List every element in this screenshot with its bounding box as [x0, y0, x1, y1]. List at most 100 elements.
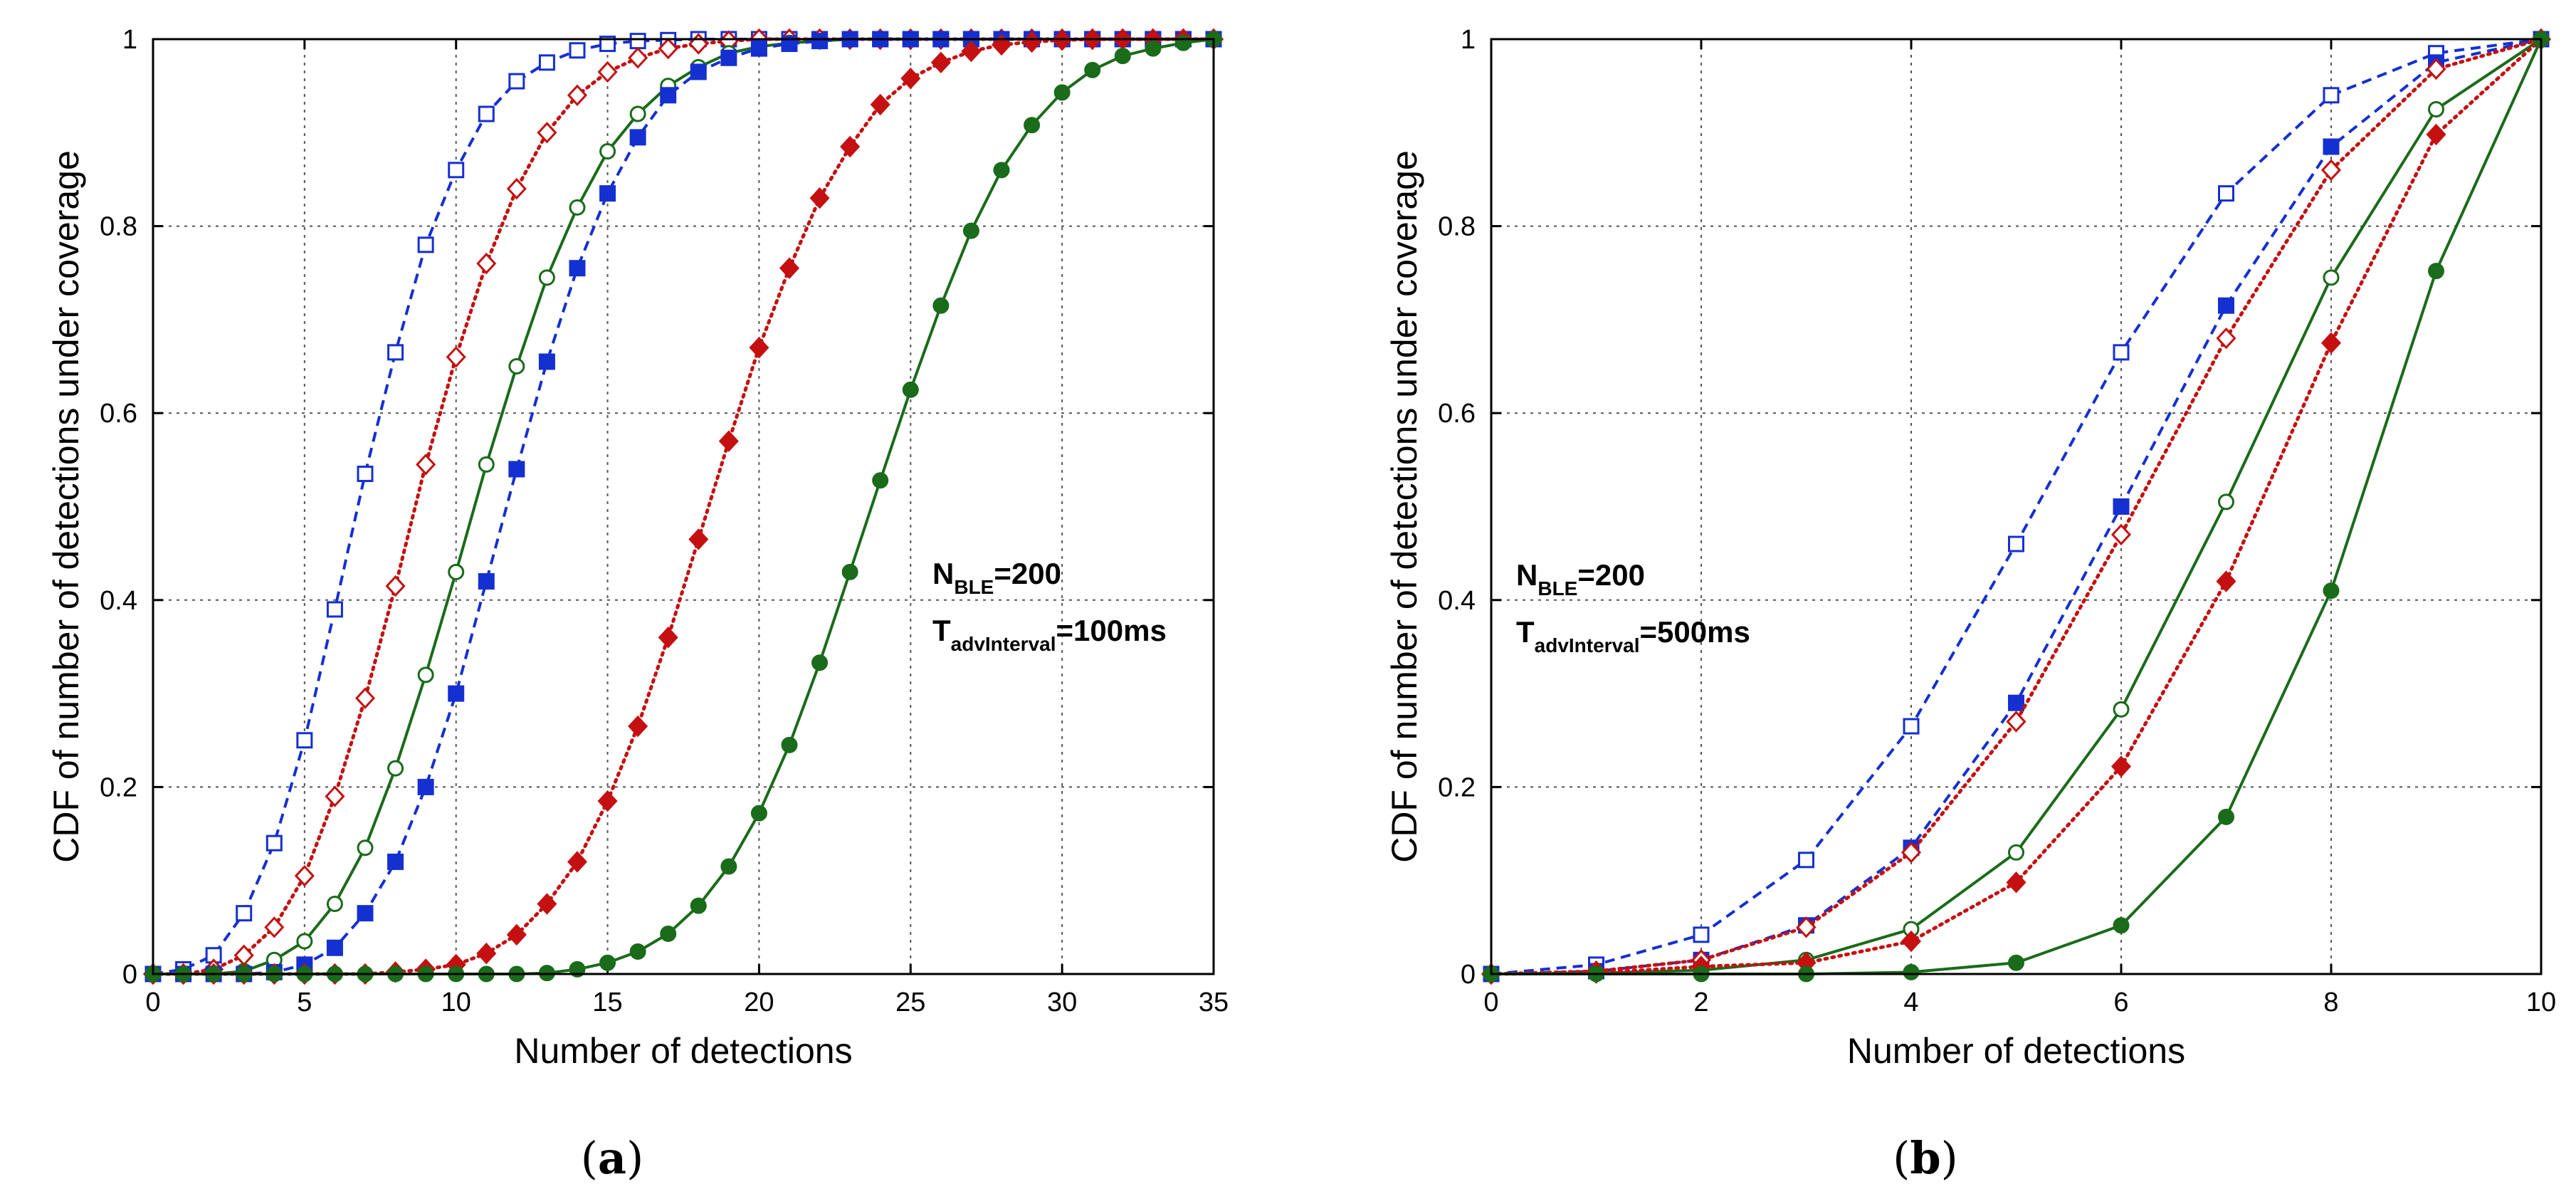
data-point — [930, 51, 951, 74]
series-red-filled-diamond — [1481, 28, 2552, 985]
data-point — [448, 162, 465, 179]
data-point — [236, 905, 253, 922]
data-point — [325, 785, 345, 807]
data-point — [538, 353, 555, 370]
data-point — [508, 358, 525, 375]
data-point — [809, 187, 830, 209]
series-green-open-circle — [144, 31, 1222, 983]
x-tick-label: 15 — [592, 988, 622, 1017]
data-point — [569, 42, 586, 59]
data-point — [538, 269, 555, 286]
data-point — [961, 40, 982, 63]
grid — [153, 39, 1214, 974]
series-green-filled-circle — [144, 31, 1222, 983]
series-line — [1491, 38, 2543, 975]
data-point — [2110, 755, 2132, 777]
series-line — [1489, 37, 2543, 976]
data-point — [326, 939, 343, 956]
data-point — [932, 297, 950, 314]
data-point — [660, 87, 677, 104]
data-point — [357, 905, 374, 922]
data-point — [567, 84, 588, 106]
data-point — [629, 33, 646, 50]
data-point — [720, 858, 737, 875]
caption-a: (a) — [581, 1132, 644, 1184]
series-red-open-diamond — [142, 28, 1224, 985]
data-point — [2113, 917, 2130, 934]
data-point — [2428, 263, 2444, 280]
data-point — [448, 563, 465, 580]
y-tick-label: 0.2 — [1438, 773, 1476, 802]
data-point — [870, 93, 890, 116]
data-point — [1024, 117, 1041, 134]
data-point — [2008, 694, 2024, 711]
data-point — [2323, 138, 2340, 155]
x-tick-label: 25 — [895, 988, 925, 1017]
panel-b: 0 2 4 6 8 10 0 0.2 0.4 0.6 0.8 1 Number of detection… — [1384, 25, 2556, 1071]
data-point — [357, 839, 374, 857]
data-point — [296, 933, 313, 950]
ticks: 0 2 4 6 8 10 0 0.2 0.4 0.6 0.8 1 — [1438, 25, 2556, 1017]
data-point — [2323, 87, 2340, 104]
data-point — [417, 778, 434, 795]
data-point — [569, 199, 586, 216]
data-point — [597, 61, 618, 83]
data-point — [900, 67, 921, 90]
series-group — [1481, 28, 2552, 985]
data-point — [478, 456, 495, 473]
data-point — [2008, 535, 2024, 553]
data-point — [2008, 954, 2024, 971]
series-line — [153, 38, 1214, 975]
grid — [1491, 39, 2541, 974]
y-tick-label: 0.4 — [100, 586, 137, 616]
x-tick-label: 10 — [441, 988, 471, 1017]
plot-frame — [152, 38, 1215, 975]
series-line — [151, 37, 1216, 976]
data-point — [1901, 930, 1922, 953]
data-point — [872, 472, 889, 489]
data-point — [478, 105, 495, 122]
data-point — [2426, 58, 2446, 80]
caption-b: (b) — [1893, 1132, 1958, 1184]
data-point — [750, 40, 767, 57]
data-point — [840, 135, 861, 158]
ticks: 0 5 10 15 20 25 30 35 0 0.2 0.4 0.6 0.8 1 — [100, 25, 1229, 1017]
data-point — [1903, 718, 1920, 735]
series-line — [1491, 38, 2542, 975]
data-point — [779, 257, 800, 279]
x-tick-label: 20 — [744, 988, 774, 1017]
y-tick-label: 0 — [1461, 960, 1476, 990]
data-point — [2006, 711, 2026, 733]
annotation-line-2: TadvInterval=500ms — [1516, 615, 1750, 656]
panel-a: 0 5 10 15 20 25 30 35 0 0.2 0.4 0.6 0.8 1 Number of de… — [46, 25, 1229, 1071]
series-green-open-circle — [1483, 31, 2550, 983]
data-point — [2320, 159, 2342, 182]
series-line — [152, 38, 1214, 975]
data-point — [658, 37, 678, 60]
y-axis-label: CDF of number of detections under covera… — [1384, 150, 1424, 863]
data-point — [628, 715, 648, 738]
y-tick-label: 0.8 — [1438, 212, 1476, 242]
series-line — [1491, 38, 2543, 975]
series-blue-filled-square — [1483, 31, 2550, 983]
data-point — [1053, 84, 1071, 101]
annotation-line-1: NBLE=200 — [932, 557, 1061, 598]
series-line — [153, 38, 1214, 975]
data-point — [508, 73, 525, 90]
series-red-filled-diamond — [142, 28, 1224, 985]
x-tick-label: 35 — [1199, 988, 1229, 1017]
data-point — [718, 430, 739, 452]
data-point — [660, 926, 677, 943]
x-tick-label: 6 — [2113, 988, 2128, 1017]
series-line — [1491, 38, 2542, 975]
x-tick-label: 10 — [2526, 988, 2556, 1017]
data-point — [599, 185, 616, 202]
data-point — [2323, 269, 2340, 286]
data-point — [569, 260, 586, 277]
data-point — [506, 923, 527, 946]
x-tick-label: 30 — [1047, 988, 1077, 1017]
y-tick-label: 0.8 — [100, 212, 137, 242]
data-point — [538, 54, 555, 71]
y-tick-label: 0.6 — [1438, 399, 1476, 429]
data-point — [357, 466, 374, 483]
